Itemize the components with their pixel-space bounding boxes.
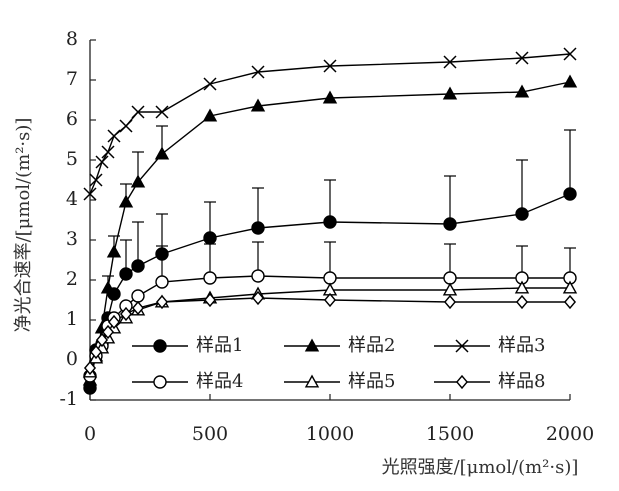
legend-label: 样品4 — [196, 371, 243, 392]
legend-label: 样品2 — [348, 335, 395, 356]
x-tick-label: 1000 — [306, 423, 354, 445]
y-tick-label: 7 — [66, 68, 78, 90]
y-axis-ticks: -1 0 1 2 3 4 5 6 7 8 — [59, 28, 96, 410]
data-point — [515, 51, 529, 65]
y-tick-label: 5 — [66, 148, 78, 170]
data-point — [155, 275, 169, 289]
x-tick-label: 1500 — [426, 423, 474, 445]
data-point — [155, 247, 169, 261]
data-point — [95, 155, 109, 169]
y-tick-label: 1 — [66, 308, 78, 330]
series-line — [89, 53, 571, 195]
data-point — [251, 269, 265, 283]
legend-label: 样品1 — [196, 335, 243, 356]
legend-marker — [153, 375, 167, 389]
data-point — [563, 47, 577, 61]
data-point — [562, 280, 578, 294]
x-axis-title: 光照强度/[μmol/(m²·s)] — [382, 457, 579, 478]
data-point — [101, 324, 115, 340]
legend-marker — [455, 374, 469, 390]
data-point — [203, 271, 217, 285]
data-point — [131, 289, 145, 303]
data-point — [107, 314, 121, 330]
data-point — [119, 267, 133, 281]
y-tick-label: 0 — [66, 348, 78, 370]
data-point — [119, 306, 133, 322]
data-point — [323, 59, 337, 73]
data-point — [155, 105, 169, 119]
data-point — [203, 292, 217, 308]
data-point — [119, 119, 133, 133]
data-point — [131, 300, 145, 316]
legend: 样品1 样品2 样品3 样品4 样品5 样品8 — [132, 335, 545, 392]
data-point — [323, 215, 337, 229]
data-point — [100, 280, 116, 294]
data-point — [89, 344, 103, 360]
data-point — [118, 194, 134, 208]
data-point — [83, 360, 97, 376]
data-point — [251, 221, 265, 235]
data-point — [443, 55, 457, 69]
data-point — [515, 294, 529, 310]
data-point — [95, 332, 109, 348]
y-tick-label: 4 — [66, 188, 78, 210]
data-point — [563, 294, 577, 310]
x-axis-ticks: 0 500 1000 1500 2000 — [84, 394, 594, 445]
data-point — [154, 146, 170, 160]
x-tick-label: 0 — [84, 423, 96, 445]
data-point — [514, 280, 530, 294]
legend-label: 样品5 — [348, 371, 395, 392]
y-tick-label: 3 — [66, 228, 78, 250]
y-tick-label: -1 — [59, 388, 78, 410]
data-point — [203, 231, 217, 245]
y-tick-label: 6 — [66, 108, 78, 130]
data-point — [563, 187, 577, 201]
data-point — [155, 294, 169, 310]
legend-marker — [304, 374, 320, 388]
error-bars — [102, 125, 576, 288]
data-point — [83, 187, 97, 201]
data-point — [442, 282, 458, 296]
data-point — [130, 174, 146, 188]
data-point — [89, 173, 103, 187]
data-point — [442, 86, 458, 100]
data-point — [101, 145, 115, 159]
data-point — [203, 77, 217, 91]
legend-label: 样品3 — [498, 335, 545, 356]
data-point — [202, 108, 218, 122]
x-tick-label: 2000 — [546, 423, 594, 445]
data-point — [443, 294, 457, 310]
data-point — [250, 98, 266, 112]
data-point — [323, 292, 337, 308]
data-point — [323, 271, 337, 285]
data-point — [107, 129, 121, 143]
y-axis-title: 净光合速率/[μmol/(m²·s)] — [13, 118, 34, 333]
legend-marker — [304, 338, 320, 352]
data-point — [514, 84, 530, 98]
legend-label: 样品8 — [498, 371, 545, 392]
data-point — [562, 74, 578, 88]
data-point — [251, 290, 265, 306]
legend-marker — [455, 339, 469, 353]
data-point — [515, 207, 529, 221]
legend-marker — [153, 339, 167, 353]
data-point — [251, 65, 265, 79]
y-tick-label: 8 — [66, 28, 78, 50]
data-point — [106, 244, 122, 258]
data-point — [131, 105, 145, 119]
data-point — [443, 217, 457, 231]
data-point — [131, 259, 145, 273]
y-tick-label: 2 — [66, 268, 78, 290]
data-point — [322, 90, 338, 104]
data-point — [443, 271, 457, 285]
series-markers — [82, 47, 578, 395]
x-tick-label: 500 — [192, 423, 228, 445]
